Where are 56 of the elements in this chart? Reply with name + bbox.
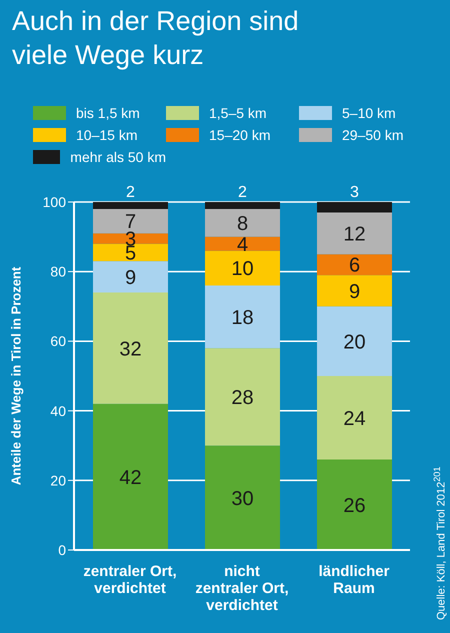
y-tick-label: 0: [58, 542, 66, 558]
bar: [205, 208, 280, 237]
bar: [205, 348, 280, 446]
bar: [205, 202, 280, 209]
data-label: 8: [236, 212, 248, 235]
data-label: 3: [350, 184, 360, 201]
legend-label: 10–15 km: [76, 127, 138, 143]
data-label: 9: [348, 280, 360, 303]
data-label: 2: [126, 184, 136, 201]
y-tick-label: 40: [50, 402, 66, 419]
x-tick-label: ländlicher Raum: [318, 563, 390, 597]
y-tick-label: 80: [50, 264, 66, 280]
legend-label: bis 1,5 km: [76, 105, 140, 121]
data-label: 28: [231, 386, 254, 409]
data-label: 32: [119, 338, 142, 360]
bar: [317, 306, 392, 376]
data-label: 24: [343, 408, 366, 430]
legend-label: 1,5–5 km: [209, 105, 267, 121]
data-label: 42: [119, 467, 142, 490]
y-tick-label: 100: [42, 194, 66, 210]
bar: [205, 236, 280, 251]
bar: [93, 261, 168, 292]
bar: [93, 202, 168, 209]
bar: [317, 460, 392, 550]
legend-label: mehr als 50 km: [70, 149, 166, 165]
bar: [317, 376, 392, 460]
bar: [317, 254, 392, 276]
bar: [205, 446, 280, 550]
x-tick-label: nicht zentraler Ort, verdichtet: [195, 563, 289, 614]
data-label: 6: [348, 254, 360, 277]
data-label: 18: [231, 306, 254, 329]
data-label: 9: [124, 266, 136, 289]
y-tick-label: 60: [50, 333, 66, 350]
data-label: 12: [343, 223, 366, 246]
data-label: 10: [231, 258, 254, 280]
chart-title: Auch in der Region sind viele Wege kurz: [12, 5, 300, 72]
data-label: 30: [231, 488, 254, 510]
data-label: 2: [238, 184, 248, 201]
bar: [205, 250, 280, 286]
bar: [317, 275, 392, 306]
bar: [317, 202, 392, 212]
legend-label: 5–10 km: [342, 105, 396, 121]
data-label: 26: [343, 494, 366, 517]
x-tick-label: zentraler Ort, verdichtet: [83, 563, 177, 597]
data-label: 20: [343, 331, 366, 354]
bar: [93, 404, 168, 550]
data-label: 4: [236, 234, 248, 256]
bar: [317, 212, 392, 254]
y-tick-label: 20: [50, 472, 66, 488]
bar: [93, 233, 168, 244]
bar: [93, 208, 168, 234]
bar: [93, 292, 168, 404]
bar: [205, 286, 280, 348]
y-axis-title: Anteile der Wege in Tirol in Prozent: [8, 266, 24, 486]
legend-label: 29–50 km: [342, 127, 404, 143]
legend-label: 15–20 km: [209, 127, 270, 143]
